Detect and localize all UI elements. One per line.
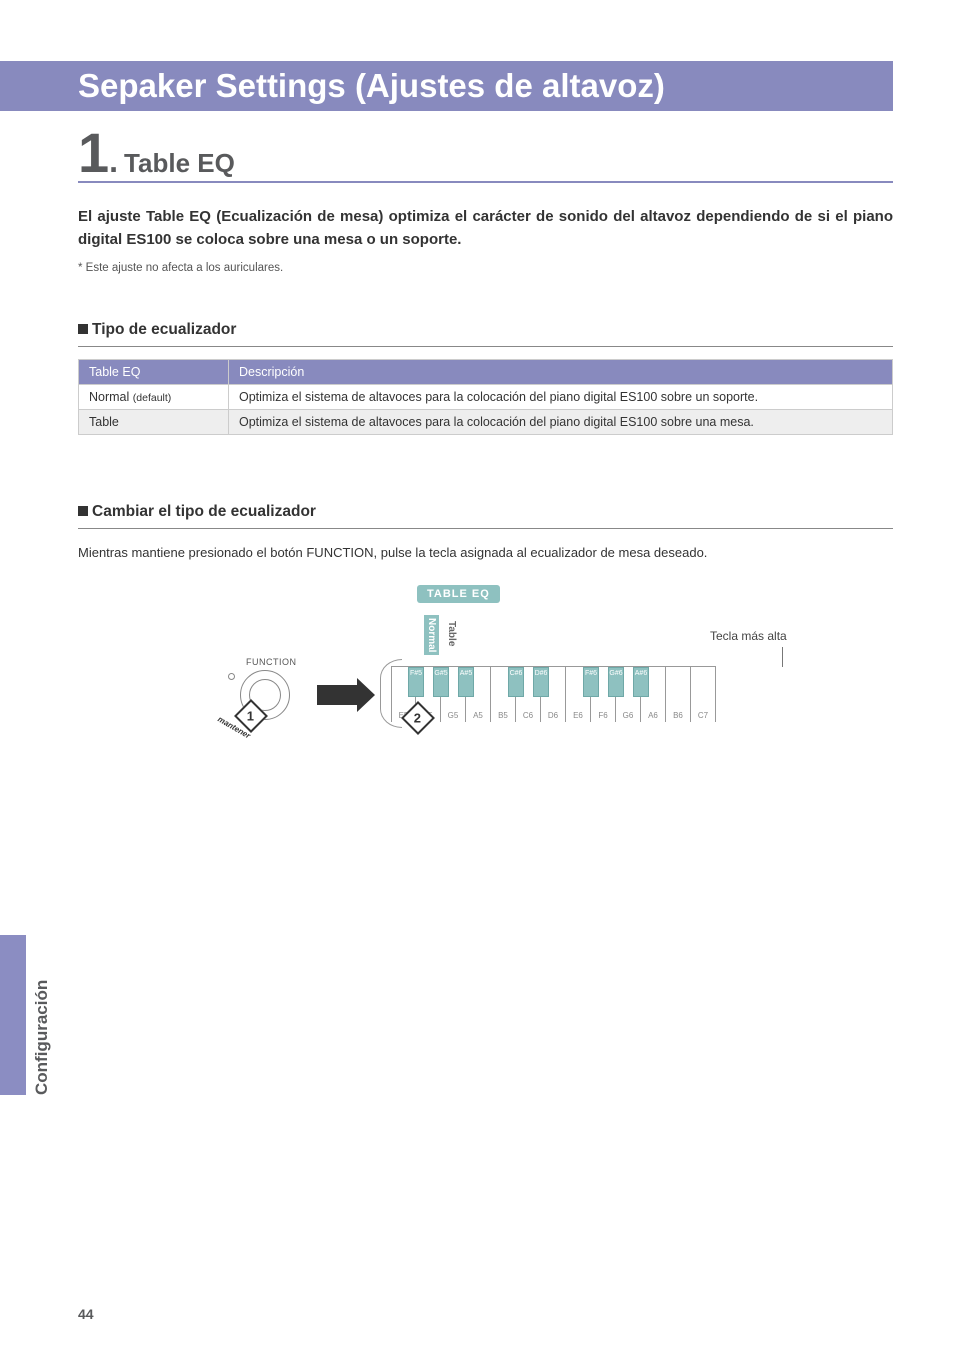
- tableeq-chip: TABLE EQ: [417, 585, 500, 603]
- table-header-row: Table EQ Descripción: [79, 360, 893, 385]
- key-label: C7: [691, 711, 715, 720]
- keyboard-diagram: TABLE EQ Normal Table FUNCTION 1 mantene…: [220, 585, 840, 755]
- key-label: A6: [641, 711, 665, 720]
- subheading-change-eq-label: Cambiar el tipo de ecualizador: [92, 503, 316, 520]
- highest-key-pointer: [782, 647, 783, 667]
- section-note: * Este ajuste no afecta a los auriculare…: [78, 262, 283, 274]
- table-header-cell: Table EQ: [79, 360, 229, 385]
- section-name: Table EQ: [124, 148, 235, 179]
- key-label: B6: [666, 711, 690, 720]
- page-number: 44: [78, 1306, 94, 1322]
- table-cell: Table: [79, 410, 229, 435]
- key-label: G5: [441, 711, 465, 720]
- white-key: B6: [666, 667, 691, 722]
- table-cell: Normal (default): [79, 385, 229, 410]
- key-label: D6: [541, 711, 565, 720]
- page-title: Sepaker Settings (Ajustes de altavoz): [78, 67, 665, 105]
- vlabel-table: Table: [444, 615, 459, 655]
- function-led-icon: [228, 673, 235, 680]
- table-row: Normal (default) Optimiza el sistema de …: [79, 385, 893, 410]
- subheading-eq-type-label: Tipo de ecualizador: [92, 321, 236, 338]
- keyboard-keys: E5F5G5A5B5C6D6E6F6G6A6B6C7F#5G#5A#5C#6D#…: [391, 666, 716, 721]
- highest-key-label: Tecla más alta: [710, 629, 787, 643]
- eq-normal-label: Normal: [89, 390, 133, 404]
- eq-type-table: Table EQ Descripción Normal (default) Op…: [78, 359, 893, 435]
- arrow-icon: [317, 685, 357, 705]
- key-label: C6: [516, 711, 540, 720]
- black-key: F#5: [408, 667, 424, 697]
- black-key: C#6: [508, 667, 524, 697]
- step-badge-2-num: 2: [414, 710, 421, 725]
- black-key: G#5: [433, 667, 449, 697]
- vlabel-normal: Normal: [424, 615, 439, 655]
- section-number: 1: [78, 125, 109, 181]
- section-heading: 1 . Table EQ: [78, 125, 893, 183]
- eq-default-tag: (default): [133, 392, 172, 404]
- key-label: F6: [591, 711, 615, 720]
- subheading-eq-type: Tipo de ecualizador: [78, 321, 893, 347]
- key-label: E6: [566, 711, 590, 720]
- black-key: A#6: [633, 667, 649, 697]
- section-dot: .: [109, 143, 118, 180]
- white-key: C7: [691, 667, 716, 722]
- section-lead-text: El ajuste Table EQ (Ecualización de mesa…: [78, 205, 893, 252]
- table-row: Table Optimiza el sistema de altavoces p…: [79, 410, 893, 435]
- step-badge-1-num: 1: [247, 708, 254, 723]
- bullet-icon: [78, 506, 88, 516]
- bullet-icon: [78, 324, 88, 334]
- black-key: A#5: [458, 667, 474, 697]
- black-key: G#6: [608, 667, 624, 697]
- key-label: G6: [616, 711, 640, 720]
- key-label: B5: [491, 711, 515, 720]
- change-eq-body: Mientras mantiene presionado el botón FU…: [78, 545, 707, 560]
- arrow-head-icon: [357, 678, 375, 712]
- black-key: D#6: [533, 667, 549, 697]
- table-header-cell: Descripción: [229, 360, 893, 385]
- table-cell: Optimiza el sistema de altavoces para la…: [229, 385, 893, 410]
- function-label: FUNCTION: [246, 657, 297, 667]
- side-section-label: Configuración: [32, 935, 52, 1095]
- table-cell: Optimiza el sistema de altavoces para la…: [229, 410, 893, 435]
- key-label: A5: [466, 711, 490, 720]
- side-tab: [0, 935, 26, 1095]
- page-header-band: Sepaker Settings (Ajustes de altavoz): [0, 61, 893, 111]
- black-key: F#6: [583, 667, 599, 697]
- subheading-change-eq: Cambiar el tipo de ecualizador: [78, 503, 893, 529]
